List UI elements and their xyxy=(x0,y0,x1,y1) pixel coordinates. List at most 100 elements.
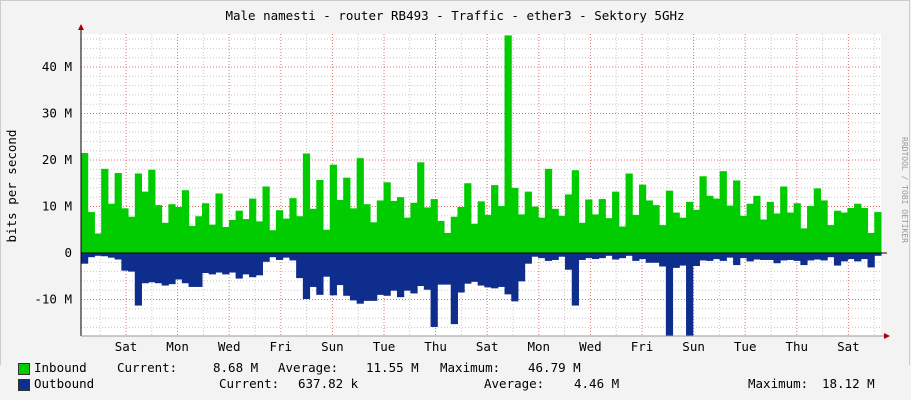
outbound-bar xyxy=(477,253,485,286)
inbound-bar xyxy=(235,210,243,253)
outbound-bar xyxy=(175,253,183,280)
outbound-bar xyxy=(114,253,122,260)
inbound-bar xyxy=(544,168,553,253)
inbound-bar xyxy=(363,204,371,253)
outbound-bar xyxy=(517,253,526,282)
outbound-bar xyxy=(343,253,351,296)
outbound-bar xyxy=(289,253,297,261)
inbound-bar xyxy=(699,176,707,253)
inbound-bar xyxy=(827,225,835,253)
inbound-bar xyxy=(202,203,210,253)
outbound-bar xyxy=(565,253,573,270)
outbound-bar xyxy=(780,253,788,261)
inbound-bar xyxy=(134,173,142,253)
inbound-bar xyxy=(370,222,378,253)
inbound-bar xyxy=(242,219,250,253)
inbound-bar xyxy=(417,162,425,253)
outbound-bar xyxy=(571,253,579,306)
y-tick-labels: 40 M 30 M 20 M 10 M 0 -10 M xyxy=(34,59,72,307)
inbound-bar xyxy=(766,201,774,253)
inbound-bar xyxy=(396,197,405,253)
inbound-bar xyxy=(645,200,653,253)
inbound-bar xyxy=(874,212,882,253)
x-tick-label: Fri xyxy=(631,339,654,354)
inbound-bar xyxy=(565,194,573,253)
outbound-bar xyxy=(228,253,237,273)
outbound-bar xyxy=(323,253,331,277)
outbound-bar xyxy=(719,253,727,261)
inbound-bar xyxy=(585,199,593,253)
outbound-bar xyxy=(255,253,264,276)
outbound-bar xyxy=(625,253,633,256)
outbound-bar xyxy=(242,253,250,275)
x-tick-label: Tue xyxy=(373,339,396,354)
inbound-bar xyxy=(323,229,331,253)
outbound-bar xyxy=(840,253,848,262)
outbound-bar xyxy=(329,253,337,296)
inbound-bar xyxy=(269,230,277,253)
inbound-bar xyxy=(289,198,297,253)
inbound-bar xyxy=(141,191,149,253)
outbound-bar xyxy=(363,253,371,301)
x-tick-label: Mon xyxy=(528,339,551,354)
inbound-bar xyxy=(464,183,472,253)
inbound-current-value: 8.68 M xyxy=(213,360,259,375)
outbound-bar xyxy=(464,253,472,284)
outbound-bar xyxy=(504,253,512,295)
rrdtool-watermark: RRDTOOL / TOBI OETIKER xyxy=(900,137,909,243)
inbound-bar xyxy=(282,218,290,253)
inbound-bar xyxy=(94,233,102,253)
outbound-bar xyxy=(437,253,445,285)
outbound-bar xyxy=(800,253,808,266)
inbound-bar xyxy=(692,209,700,253)
inbound-bar xyxy=(228,219,237,253)
outbound-bar xyxy=(739,253,748,259)
outbound-bar xyxy=(578,253,586,260)
inbound-bar xyxy=(854,203,862,253)
inbound-bar xyxy=(262,186,270,253)
outbound-bar xyxy=(706,253,714,261)
outbound-bar xyxy=(282,253,290,258)
inbound-bar xyxy=(538,217,546,253)
outbound-bar xyxy=(450,253,458,325)
inbound-bar xyxy=(686,201,694,253)
outbound-bar xyxy=(618,253,627,259)
outbound-bar xyxy=(336,253,344,286)
inbound-bar xyxy=(423,207,432,253)
outbound-bar xyxy=(296,253,304,279)
inbound-bar xyxy=(733,180,741,253)
inbound-bar xyxy=(349,208,358,253)
outbound-maximum-value: 18.12 M xyxy=(822,376,875,391)
outbound-bar xyxy=(215,253,223,273)
outbound-bar xyxy=(807,253,815,261)
outbound-bar xyxy=(181,253,190,284)
outbound-maximum-label: Maximum: xyxy=(748,376,809,391)
inbound-bar xyxy=(195,216,203,253)
outbound-bar xyxy=(396,253,405,298)
inbound-bar xyxy=(336,199,344,253)
inbound-bar xyxy=(665,190,674,253)
outbound-bar xyxy=(87,253,95,258)
inbound-bar xyxy=(867,233,875,253)
outbound-bar xyxy=(154,253,163,284)
inbound-swatch xyxy=(18,363,30,375)
outbound-bar xyxy=(390,253,398,291)
inbound-bar xyxy=(114,173,122,253)
outbound-bar xyxy=(786,253,795,260)
outbound-bar xyxy=(692,253,700,267)
inbound-average-label: Average: xyxy=(278,360,339,375)
inbound-bar xyxy=(87,212,95,253)
outbound-bar xyxy=(733,253,741,266)
outbound-bar xyxy=(759,253,768,260)
inbound-bar xyxy=(255,221,264,253)
inbound-bar xyxy=(154,205,163,253)
inbound-bar xyxy=(329,164,337,253)
inbound-bar xyxy=(659,225,667,253)
inbound-bar xyxy=(302,153,311,253)
inbound-bar xyxy=(457,206,465,253)
outbound-current-label: Current: xyxy=(219,376,280,391)
inbound-bar xyxy=(309,208,317,253)
inbound-bar xyxy=(605,218,613,254)
outbound-bar xyxy=(168,253,176,285)
